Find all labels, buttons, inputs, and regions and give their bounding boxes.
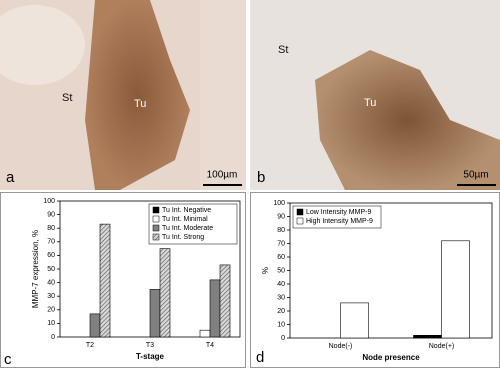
bar — [199, 329, 211, 338]
legend-box — [148, 203, 238, 245]
panel-label: a — [6, 169, 15, 186]
legend-swatch — [152, 224, 160, 232]
annotation: Tu — [364, 97, 376, 109]
panel-label: b — [257, 169, 265, 186]
y-tick-label: 90 — [47, 211, 55, 218]
y-tick-label: 10 — [47, 320, 55, 327]
bar — [340, 302, 369, 339]
scale-label: 50µm — [463, 170, 488, 181]
y-tick-label: 60 — [47, 252, 55, 259]
legend-swatch — [152, 206, 160, 214]
tissue — [0, 5, 85, 85]
panel-label: d — [256, 349, 264, 366]
y-tick-label: 80 — [277, 227, 285, 234]
legend-label: Tu Int. Minimal — [162, 216, 208, 223]
legend-label: High Intensity MMP-9 — [306, 218, 373, 225]
y-tick-label: 70 — [47, 239, 55, 246]
legend-swatch — [296, 217, 304, 225]
tumor-region — [315, 50, 500, 190]
panel-label: c — [4, 351, 12, 368]
y-tick-label: 100 — [273, 200, 285, 207]
x-tick-label: T2 — [86, 342, 94, 349]
x-tick-label: T3 — [146, 342, 154, 349]
y-axis-label: % — [261, 267, 270, 274]
bar — [413, 334, 442, 339]
legend-label: Low Intensity MMP-9 — [306, 209, 371, 216]
legend-swatch — [152, 215, 160, 223]
legend-swatch — [296, 208, 304, 216]
bar — [209, 279, 221, 338]
x-tick-label: Node(+) — [429, 343, 454, 350]
annotation: St — [62, 92, 72, 104]
y-tick-label: 40 — [277, 281, 285, 288]
y-tick-label: 10 — [277, 321, 285, 328]
legend-swatch — [152, 233, 160, 241]
y-tick-label: 80 — [47, 225, 55, 232]
y-axis-label: MMP-7 expression, % — [31, 230, 40, 308]
y-tick-label: 0 — [281, 335, 285, 342]
annotation: Tu — [134, 98, 146, 110]
y-tick-label: 40 — [47, 279, 55, 286]
legend-box — [292, 205, 382, 229]
tissue — [200, 0, 246, 190]
y-tick-label: 50 — [277, 267, 285, 274]
x-axis-label: Node presence — [362, 353, 420, 362]
legend-label: Tu Int. Negative — [162, 207, 211, 214]
y-tick-label: 30 — [277, 294, 285, 301]
bar — [441, 240, 470, 339]
y-tick-label: 0 — [51, 334, 55, 341]
bar — [89, 313, 101, 338]
y-tick-label: 20 — [277, 308, 285, 315]
y-tick-label: 50 — [47, 266, 55, 273]
y-tick-label: 20 — [47, 307, 55, 314]
scale-label: 100µm — [207, 170, 238, 181]
legend-label: Tu Int. Strong — [162, 234, 204, 241]
y-tick-label: 70 — [277, 240, 285, 247]
x-tick-label: T4 — [206, 342, 214, 349]
y-tick-label: 100 — [43, 198, 55, 205]
tumor-region — [85, 0, 190, 190]
bar — [219, 264, 231, 338]
x-axis-label: T-stage — [136, 352, 165, 361]
y-tick-label: 30 — [47, 293, 55, 300]
annotation: St — [278, 44, 288, 56]
y-tick-label: 60 — [277, 254, 285, 261]
x-tick-label: Node(-) — [329, 343, 353, 350]
bar — [99, 223, 111, 338]
y-tick-label: 90 — [277, 213, 285, 220]
legend-label: Tu Int. Moderate — [162, 225, 213, 232]
bar — [149, 289, 161, 338]
bar — [159, 248, 171, 338]
